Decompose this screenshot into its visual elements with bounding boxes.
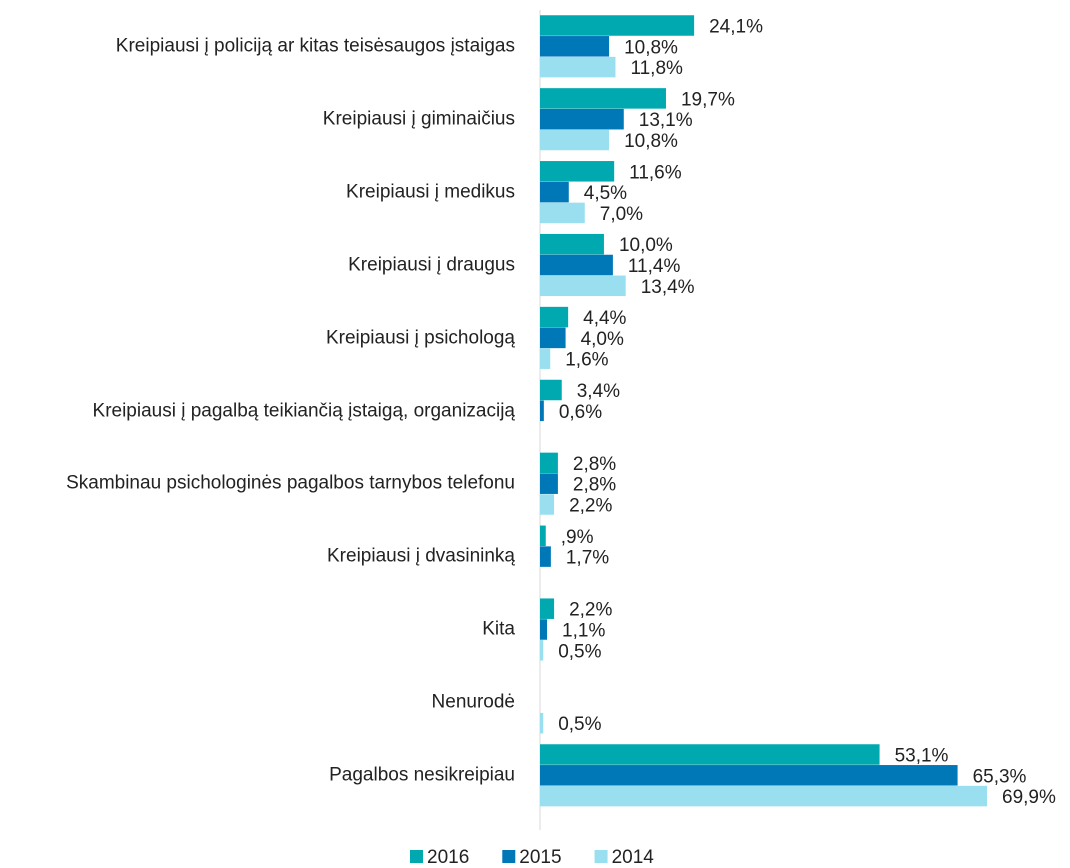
value-label: 0,5% [558,641,601,662]
value-label: 4,0% [581,329,624,350]
value-label: 19,7% [681,89,735,110]
category-label: Kreipiausi į dvasininką [15,544,515,569]
bar [540,306,569,328]
category-label: Kreipiausi į draugus [15,252,515,277]
category-text: Kreipiausi į medikus [346,181,515,203]
category-text: Skambinau psichologinės pagalbos tarnybo… [66,472,515,494]
bar [540,494,555,515]
value-label: 10,8% [624,131,678,152]
bar [540,15,695,36]
value-label: 3,4% [577,381,620,402]
value-label: 2,8% [573,454,616,475]
category-text: Kita [482,618,515,640]
category-text: Kreipiausi į draugus [348,254,515,276]
value-label: 4,4% [583,308,626,329]
bar [540,348,551,369]
bar [540,400,544,422]
value-label: 2,8% [573,475,616,496]
value-label: 4,5% [584,183,627,204]
category-label: Kreipiausi į giminaičius [15,106,515,131]
value-label: 0,6% [559,402,602,423]
value-label: 2,2% [569,600,612,621]
category-text: Kreipiausi į psichologą [325,327,515,349]
legend-swatch [410,850,423,863]
category-text: Kreipiausi į policiją ar kitas teisėsaug… [115,35,515,57]
category-text: Kreipiausi į dvasininką [327,545,515,567]
legend-label: 2014 [612,847,655,868]
bar [540,233,604,255]
value-label: 10,0% [619,235,673,256]
category-label: Pagalbos nesikreipiau [15,763,515,788]
bar [540,546,551,567]
value-label: 11,4% [628,256,681,277]
category-text: Kreipiausi į giminaičius [322,108,515,130]
value-label: 13,1% [639,110,693,131]
value-label: 1,6% [565,350,608,371]
bar [540,473,558,494]
value-label: 11,8% [630,58,683,79]
bar [540,452,558,474]
bar [540,202,585,224]
bar [540,181,569,203]
value-label: ,9% [561,527,594,548]
legend-swatch [502,850,516,863]
category-text: Nenurodė [431,691,515,713]
value-label: 7,0% [600,204,643,225]
bar [540,525,546,547]
value-label: 69,9% [1002,787,1056,808]
value-label: 2,2% [569,496,612,517]
value-label: 1,1% [562,621,605,642]
value-label: 24,1% [709,17,763,38]
bar [540,275,626,297]
value-label: 65,3% [973,766,1027,787]
legend-label: 2015 [519,847,561,868]
value-label: 1,7% [566,548,609,569]
category-label: Kita [15,617,515,642]
category-label: Kreipiausi į psichologą [15,325,515,350]
value-label: 13,4% [641,277,695,298]
bar [540,619,548,640]
value-label: 10,8% [624,37,678,58]
category-label: Kreipiausi į pagalbą teikiančią įstaigą,… [15,398,515,423]
value-label: 0,5% [558,714,601,735]
category-label: Skambinau psichologinės pagalbos tarnybo… [15,471,515,496]
category-text: Kreipiausi į pagalbą teikiančią įstaigą,… [92,400,515,421]
bar [540,56,616,78]
bar [540,254,613,276]
value-label: 11,6% [629,162,682,183]
bar [540,765,958,786]
bar [540,712,544,734]
bar [540,161,615,182]
legend-label: 2016 [427,847,469,868]
bar [540,785,987,807]
category-label: Nenurodė [15,690,515,715]
bar [540,744,880,765]
bar [540,327,566,349]
bar [540,598,555,619]
category-label: Kreipiausi į medikus [15,179,515,204]
value-label: 53,1% [895,746,949,767]
bar [540,129,610,151]
bar [540,88,666,109]
legend-swatch [594,850,608,863]
category-label: Kreipiausi į policiją ar kitas teisėsaug… [15,34,515,59]
bar [540,36,610,57]
bar [540,379,562,401]
bar [540,108,624,130]
bar [540,640,544,661]
category-text: Pagalbos nesikreipiau [329,764,515,786]
